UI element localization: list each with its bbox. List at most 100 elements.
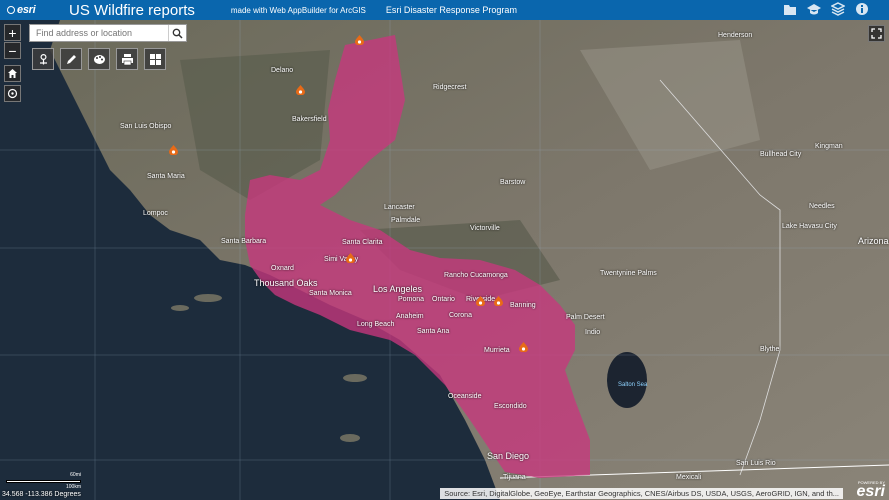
city-label: Needles (809, 203, 835, 210)
fire-marker[interactable] (355, 35, 364, 45)
coordinate-readout: 34.568 -113.386 Degrees (2, 491, 81, 498)
city-label: Oxnard (271, 265, 294, 272)
globe-icon (7, 6, 15, 14)
app-header: esri US Wildfire reports made with Web A… (0, 0, 889, 20)
header-tools (783, 2, 869, 16)
powered-by-label: POWERED BY (857, 480, 885, 485)
fire-perimeter-area[interactable] (245, 35, 590, 478)
powered-by-brand: esri (856, 483, 885, 500)
city-label: Kingman (815, 143, 843, 150)
education-cap-icon[interactable] (807, 2, 821, 16)
desert (580, 40, 760, 170)
city-label: Indio (585, 329, 601, 336)
widget-toolbar (32, 48, 166, 70)
fire-marker[interactable] (169, 145, 178, 155)
logo-text: esri (17, 4, 36, 16)
location-pin-icon (39, 53, 47, 64)
island (171, 305, 189, 311)
island (194, 294, 222, 302)
city-label: Anaheim (396, 313, 424, 320)
city-label: Delano (271, 67, 294, 74)
city-label: Bullhead City (760, 151, 802, 158)
search-icon (172, 28, 183, 39)
island (340, 434, 360, 442)
city-label: Lake Havasu City (782, 223, 837, 230)
city-label: Santa Clarita (342, 239, 383, 246)
city-label: Henderson (718, 32, 753, 39)
city-label: Palmdale (391, 217, 421, 224)
water-label: Salton Sea (618, 382, 648, 388)
city-label: Thousand Oaks (254, 278, 318, 288)
attribution-text[interactable]: Source: Esri, DigitalGlobe, GeoEye, Eart… (440, 488, 843, 499)
city-label: Lancaster (384, 204, 415, 211)
app-title: US Wildfire reports (69, 1, 195, 19)
city-label: Banning (510, 302, 536, 309)
scale-bar-line (6, 480, 81, 483)
basemap-widget-button[interactable] (88, 48, 110, 70)
scale-label-km: 100km (65, 484, 81, 490)
city-label: Simi Valley (324, 256, 359, 263)
search-input[interactable] (30, 25, 168, 41)
palette-icon (93, 54, 105, 64)
search-button[interactable] (168, 25, 186, 41)
app-subtitle: made with Web AppBuilder for ArcGIS (230, 5, 366, 15)
city-label: Santa Maria (147, 173, 185, 180)
city-label: Lompoc (143, 210, 168, 217)
folder-icon[interactable] (783, 2, 797, 16)
basemap-imagery (0, 20, 889, 500)
city-label: Oceanside (448, 393, 482, 400)
print-icon (121, 53, 133, 65)
print-widget-button[interactable] (116, 48, 138, 70)
city-label: Mexicali (676, 474, 702, 481)
info-icon[interactable] (855, 2, 869, 16)
map-view[interactable]: Henderson Ridgecrest Bakersfield Delano … (0, 20, 889, 500)
city-label: Santa Monica (309, 290, 352, 297)
city-label: Ridgecrest (433, 84, 467, 91)
locate-button[interactable] (4, 85, 21, 102)
fire-marker[interactable] (519, 342, 528, 352)
grid-icon (149, 53, 161, 65)
island (343, 374, 367, 382)
fire-marker[interactable] (476, 296, 485, 306)
search-widget (29, 24, 187, 42)
city-label: Palm Desert (566, 314, 605, 321)
city-label: Tijuana (503, 474, 526, 481)
city-label: Twentynine Palms (600, 270, 657, 277)
scale-label-miles: 60mi (70, 472, 81, 478)
measure-widget-button[interactable] (32, 48, 54, 70)
program-label: Esri Disaster Response Program (385, 5, 517, 15)
fire-marker[interactable] (494, 296, 503, 306)
city-label: Murrieta (484, 347, 510, 354)
city-label: Long Beach (357, 321, 395, 328)
city-label: Arizona (858, 236, 889, 246)
fullscreen-icon (871, 28, 882, 39)
city-label: Corona (449, 312, 472, 319)
fullscreen-button[interactable] (868, 25, 885, 42)
city-label: San Luis Obispo (120, 123, 172, 130)
powered-by-esri: POWERED BY esri (856, 480, 885, 500)
city-label: Santa Ana (417, 328, 450, 335)
city-label: Pomona (398, 296, 425, 303)
mountain-range (180, 50, 330, 200)
fire-marker[interactable] (346, 253, 355, 263)
layout-widget-button[interactable] (144, 48, 166, 70)
city-label: Blythe (760, 346, 780, 353)
city-label: Rancho Cucamonga (444, 272, 508, 279)
esri-logo: esri (7, 4, 59, 16)
layers-icon[interactable] (830, 2, 846, 16)
city-label: Los Angeles (373, 284, 423, 294)
city-label: Barstow (500, 179, 526, 186)
zoom-in-button[interactable]: + (4, 24, 21, 41)
scale-bar: 60mi 100km (6, 472, 81, 490)
city-label: Victorville (470, 225, 500, 232)
city-label: Bakersfield (292, 116, 327, 123)
zoom-out-button[interactable]: − (4, 42, 21, 59)
city-label: Santa Barbara (221, 238, 267, 245)
home-button[interactable] (4, 65, 21, 82)
city-label: Ontario (432, 296, 455, 303)
draw-widget-button[interactable] (60, 48, 82, 70)
fire-marker[interactable] (296, 85, 305, 95)
pencil-icon (66, 54, 76, 64)
home-icon (8, 69, 17, 78)
